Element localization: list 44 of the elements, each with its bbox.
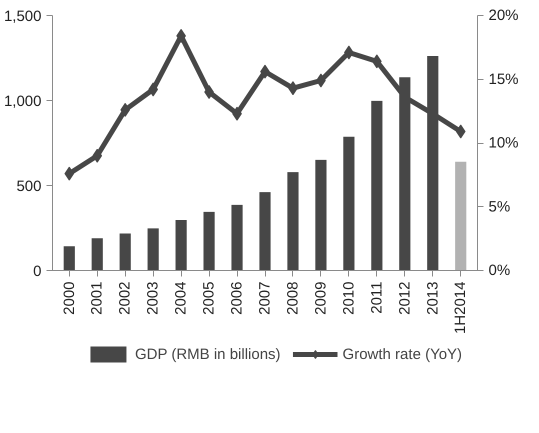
x-tick-label: 2005 [200, 281, 218, 315]
bar [315, 160, 327, 270]
bar [148, 228, 159, 270]
x-tick-label: 2012 [396, 281, 414, 315]
y-tick-label: 0 [33, 263, 42, 280]
bar [259, 192, 271, 270]
bar [92, 238, 103, 270]
x-tick-label: 2006 [228, 281, 246, 315]
y-tick-label: 500 [16, 178, 42, 195]
y2-tick-label: 0% [488, 262, 510, 279]
x-tick-label: 2011 [368, 281, 386, 314]
legend-label: GDP (RMB in billions) [134, 346, 281, 362]
y2-tick-label: 15% [488, 70, 519, 88]
point [456, 124, 466, 139]
x-tick-label: 2000 [60, 281, 78, 315]
legend-label: Growth rate (YoY) [342, 346, 462, 362]
x-tick-label: 2001 [88, 281, 106, 315]
x-tick-label: 2003 [144, 281, 162, 315]
point [64, 166, 74, 181]
point [120, 102, 130, 117]
y2-tick-label: 5% [488, 198, 510, 216]
bar [203, 212, 215, 270]
bar [371, 100, 382, 270]
y2-tick-label: 20% [488, 7, 519, 24]
x-tick-label: 2008 [284, 281, 302, 315]
y2-tick-label: 10% [488, 134, 519, 152]
bar [455, 162, 466, 270]
y-tick-label: 1,000 [4, 93, 42, 110]
point [92, 148, 102, 163]
x-tick-label: 1H2014 [452, 281, 470, 334]
x-tick-label: 2007 [256, 281, 274, 315]
x-tick-label: 2002 [116, 281, 134, 315]
bar [231, 204, 243, 270]
bar [176, 220, 187, 270]
bar [343, 136, 354, 270]
x-tick-label: 2004 [172, 281, 190, 315]
bar [120, 233, 131, 270]
x-tick-label: 2009 [312, 281, 330, 315]
bar [64, 246, 75, 270]
x-tick-label: 2010 [340, 281, 358, 315]
x-tick-label: 2013 [424, 281, 442, 315]
point [204, 85, 214, 99]
y-tick-label: 1,500 [4, 8, 42, 25]
bar [287, 172, 299, 270]
